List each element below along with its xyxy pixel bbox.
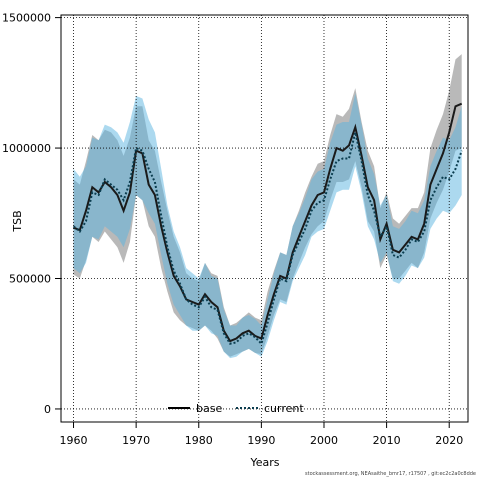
series-line-current <box>72 132 463 346</box>
x-tick-label-1990: 1990 <box>247 434 275 447</box>
x-tick-label-1970: 1970 <box>122 434 150 447</box>
x-tick-label-2000: 2000 <box>310 434 338 447</box>
x-tick-label-1960: 1960 <box>60 434 88 447</box>
axes: 1960 1970 1980 1990 2000 2010 2020 0 500000 10000… <box>2 12 463 447</box>
x-tick-label-2010: 2010 <box>373 434 401 447</box>
source-footnote: stockassessment.org, NEAsaithe_bmr17, r1… <box>305 471 476 477</box>
confidence-bands <box>73 54 462 359</box>
plot-frame <box>60 14 469 423</box>
legend-label-base: base <box>196 402 222 415</box>
series-lines <box>72 102 463 346</box>
y-tick-label-1000000: 1000000 <box>2 142 51 155</box>
y-tick-label-500000: 500000 <box>9 273 51 286</box>
band-current <box>73 93 462 359</box>
y-tick-label-1500000: 1500000 <box>2 12 51 25</box>
legend: base current <box>168 402 304 415</box>
y-axis-title: TSB <box>11 210 24 232</box>
legend-label-current: current <box>264 402 304 415</box>
x-axis-title: Years <box>249 456 279 469</box>
x-tick-label-2020: 2020 <box>435 434 463 447</box>
y-tick-label-0: 0 <box>44 403 51 416</box>
x-tick-label-1980: 1980 <box>185 434 213 447</box>
grid-lines <box>61 15 468 422</box>
series-line-base <box>73 102 463 343</box>
